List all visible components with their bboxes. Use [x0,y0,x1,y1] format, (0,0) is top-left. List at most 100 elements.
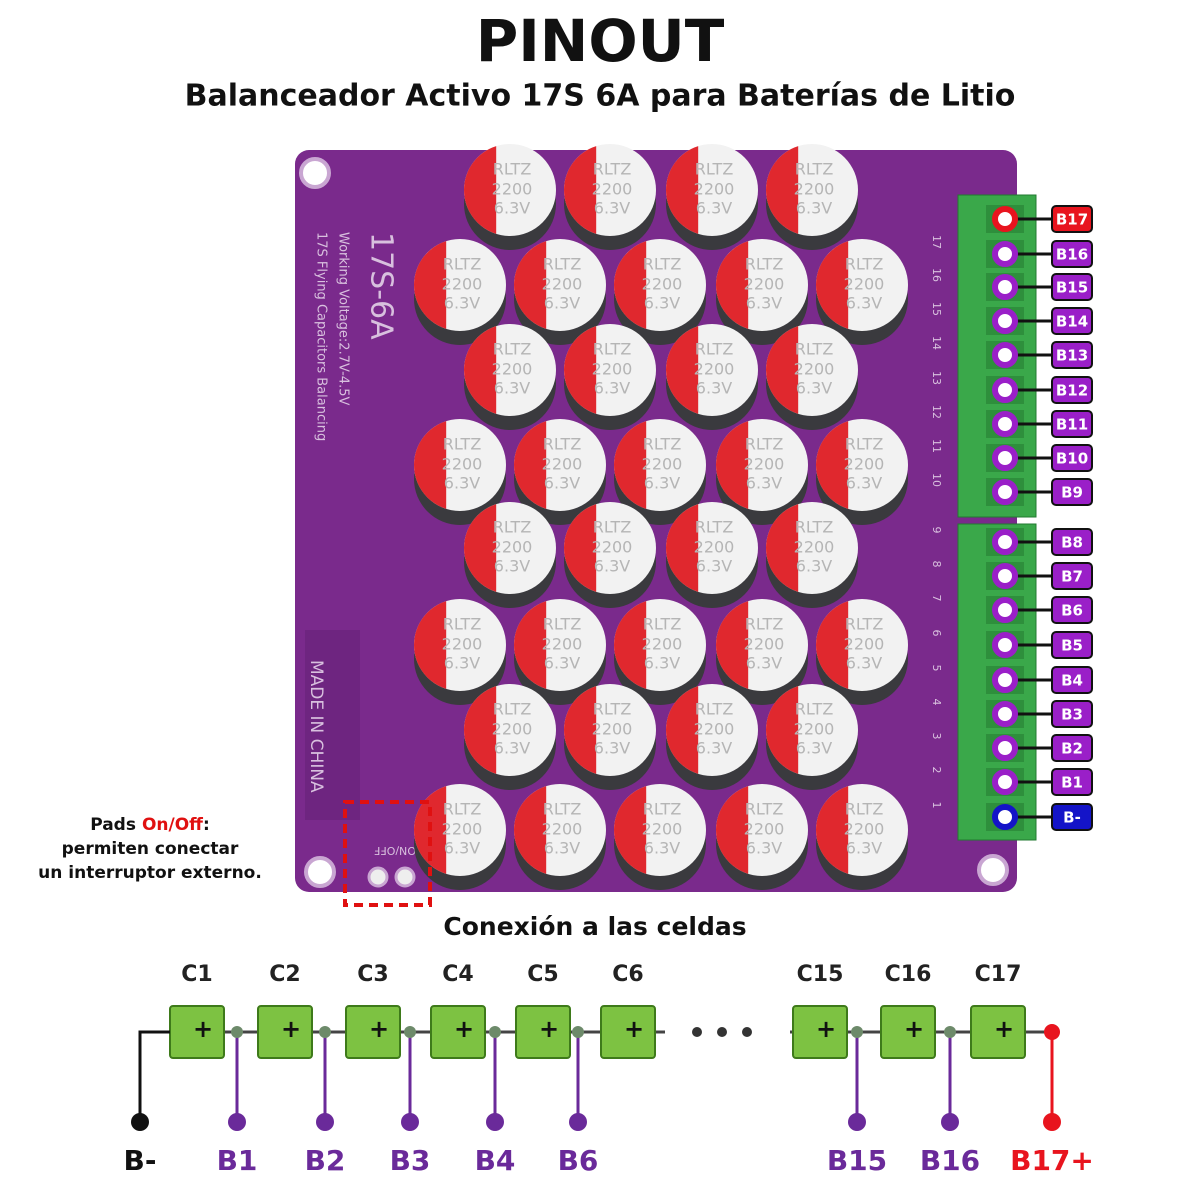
pin-label-box [1051,666,1093,694]
pin-label: B13 [1056,347,1088,365]
capacitor-stripe [614,241,647,329]
pin-label: B14 [1056,313,1088,331]
pin [992,529,1018,555]
capacitor-stripe [665,686,699,774]
capacitor-text: 6.3V [746,294,782,313]
capacitor-stripe [513,601,547,689]
tap-dot [316,1113,334,1131]
cell [600,1005,656,1059]
capacitor-text: RLTZ [543,615,582,634]
note-line2: permiten conectar [62,839,239,859]
capacitor-text: 2200 [844,635,885,654]
pin-label-box [1051,240,1093,268]
capacitor-stripe [766,146,799,234]
capacitor-stripe [666,504,699,592]
pin-label-box [1051,444,1093,472]
capacitor-text: 2200 [592,180,633,199]
cell-plus: + [904,1015,924,1043]
cell-label: C2 [269,962,300,987]
junction [1044,1024,1060,1040]
capacitor-stripe [614,786,647,874]
capacitor-text: RLTZ [493,518,532,537]
cell-label: C3 [357,962,388,987]
pin-label-box [1051,596,1093,624]
capacitor-text: RLTZ [443,435,482,454]
note-line3: un interruptor externo. [38,863,262,883]
ellipsis-dot [692,1027,702,1037]
capacitor-stripe [514,421,547,509]
capacitor-text: RLTZ [643,615,682,634]
capacitor-text: 6.3V [746,839,782,858]
connector-silk: 6 [930,630,943,637]
capacitor-text: 6.3V [796,739,832,758]
capacitor-text: 2200 [642,455,683,474]
mount-hole [977,854,1009,886]
cell [792,1005,848,1059]
pin-label-box [1051,768,1093,796]
capacitor-stripe [716,786,749,874]
capacitor-text: 6.3V [846,294,882,313]
capacitor-text: 6.3V [594,379,630,398]
pin [992,411,1018,437]
cell-plus: + [994,1015,1014,1043]
capacitor-text: 2200 [592,360,633,379]
capacitor-stripe [564,326,597,414]
capacitor-text: 2200 [592,720,633,739]
board-voltage: Working Voltage:2.7V-4.5V [336,232,351,405]
capacitor-text: RLTZ [493,700,532,719]
pin-label-box [1051,341,1093,369]
capacitor-text: 6.3V [494,379,530,398]
capacitor-stripe [715,601,749,689]
capacitor-text: RLTZ [845,255,884,274]
cell-label: C5 [527,962,558,987]
note-switch: On/Off [142,815,203,835]
capacitor-text: 6.3V [594,739,630,758]
pin-label: B5 [1061,637,1083,655]
pin-label: B10 [1056,450,1088,468]
tap-label: B16 [920,1144,980,1177]
switch-pads-label: ON/OFF [374,844,416,857]
capacitor-text: 6.3V [696,557,732,576]
tap-dot [848,1113,866,1131]
cell [880,1005,936,1059]
pin [992,735,1018,761]
capacitor-text: 2200 [744,820,785,839]
capacitor-text: 6.3V [594,557,630,576]
capacitor-text: 6.3V [544,654,580,673]
note-line1: Pads On/Off: [90,815,210,835]
capacitor-text: 2200 [642,635,683,654]
pin-label-box [1051,528,1093,556]
pin [992,667,1018,693]
capacitor-text: 2200 [542,635,583,654]
capacitor-stripe [514,786,547,874]
capacitor-text: 2200 [794,538,835,557]
connector-silk: 11 [930,439,943,453]
cell-label: C16 [885,962,932,987]
mount-hole [299,157,331,189]
capacitor-stripe [666,146,699,234]
pads-highlight [343,800,432,907]
connector-silk: 1 [930,802,943,809]
capacitor-text: RLTZ [443,255,482,274]
capacitor-text: RLTZ [745,800,784,819]
connector-silk: 17 [930,235,943,249]
ellipsis-dot [742,1027,752,1037]
pin-label: B12 [1056,382,1088,400]
capacitor-text: RLTZ [845,435,884,454]
tap-dot [941,1113,959,1131]
capacitor-text: 2200 [694,538,735,557]
capacitor-stripe [613,601,647,689]
pin-label: B11 [1056,416,1088,434]
capacitor-text: 2200 [794,360,835,379]
capacitor-text: 6.3V [544,474,580,493]
capacitor-text: RLTZ [443,615,482,634]
capacitor-text: RLTZ [593,700,632,719]
pin-label-box [1051,700,1093,728]
board-panel [305,630,360,820]
capacitor-stripe [564,146,597,234]
connector-silk: 13 [930,371,943,385]
capacitor-text: 2200 [694,180,735,199]
cells: C1 + C2 + C3 + C4 + C5 + C6 + C15 + C16 + C17 + B- B1 B2 B3 B4… [124,962,1094,1177]
capacitor-text: RLTZ [643,255,682,274]
pin [992,241,1018,267]
